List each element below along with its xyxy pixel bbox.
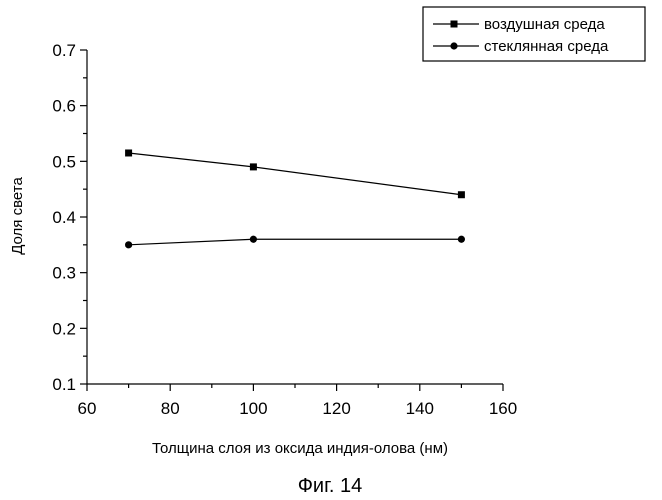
x-tick-label: 160 xyxy=(489,399,517,418)
y-axis-title: Доля света xyxy=(9,177,26,255)
y-tick-label: 0.4 xyxy=(52,208,76,227)
x-tick-label: 140 xyxy=(406,399,434,418)
series-line xyxy=(129,239,462,245)
data-point xyxy=(125,241,132,248)
legend-label: воздушная среда xyxy=(484,16,605,33)
series-square xyxy=(125,149,465,198)
legend-marker xyxy=(450,42,457,49)
series-layer xyxy=(125,149,465,248)
data-point xyxy=(458,191,465,198)
x-axis-title: Толщина слоя из оксида индия-олова (нм) xyxy=(152,440,448,457)
y-tick-label: 0.7 xyxy=(52,41,76,60)
y-tick-label: 0.3 xyxy=(52,264,76,283)
data-point xyxy=(250,236,257,243)
y-tick-label: 0.5 xyxy=(52,152,76,171)
x-tick-label: 100 xyxy=(239,399,267,418)
series-line xyxy=(129,153,462,195)
legend: воздушная среда стеклянная среда xyxy=(423,7,645,61)
y-tick-label: 0.6 xyxy=(52,97,76,116)
x-tick-label: 80 xyxy=(161,399,180,418)
y-ticks: 0.1 0.2 0.3 0.4 0.5 0.6 0.7 xyxy=(52,41,87,394)
figure-caption: Фиг. 14 xyxy=(298,475,363,497)
data-point xyxy=(458,236,465,243)
y-tick-label: 0.1 xyxy=(52,375,76,394)
x-ticks: 60 80 100 120 140 160 xyxy=(78,384,518,418)
legend-marker xyxy=(451,21,458,28)
series-circle xyxy=(125,236,465,249)
x-tick-label: 60 xyxy=(78,399,97,418)
y-tick-label: 0.2 xyxy=(52,319,76,338)
plot-area: 60 80 100 120 140 160 0.1 0.2 0.3 0.4 0.5 0.6 0.7 xyxy=(52,41,517,418)
x-tick-label: 120 xyxy=(322,399,350,418)
data-point xyxy=(125,149,132,156)
data-point xyxy=(250,163,257,170)
legend-label: стеклянная среда xyxy=(484,38,609,55)
